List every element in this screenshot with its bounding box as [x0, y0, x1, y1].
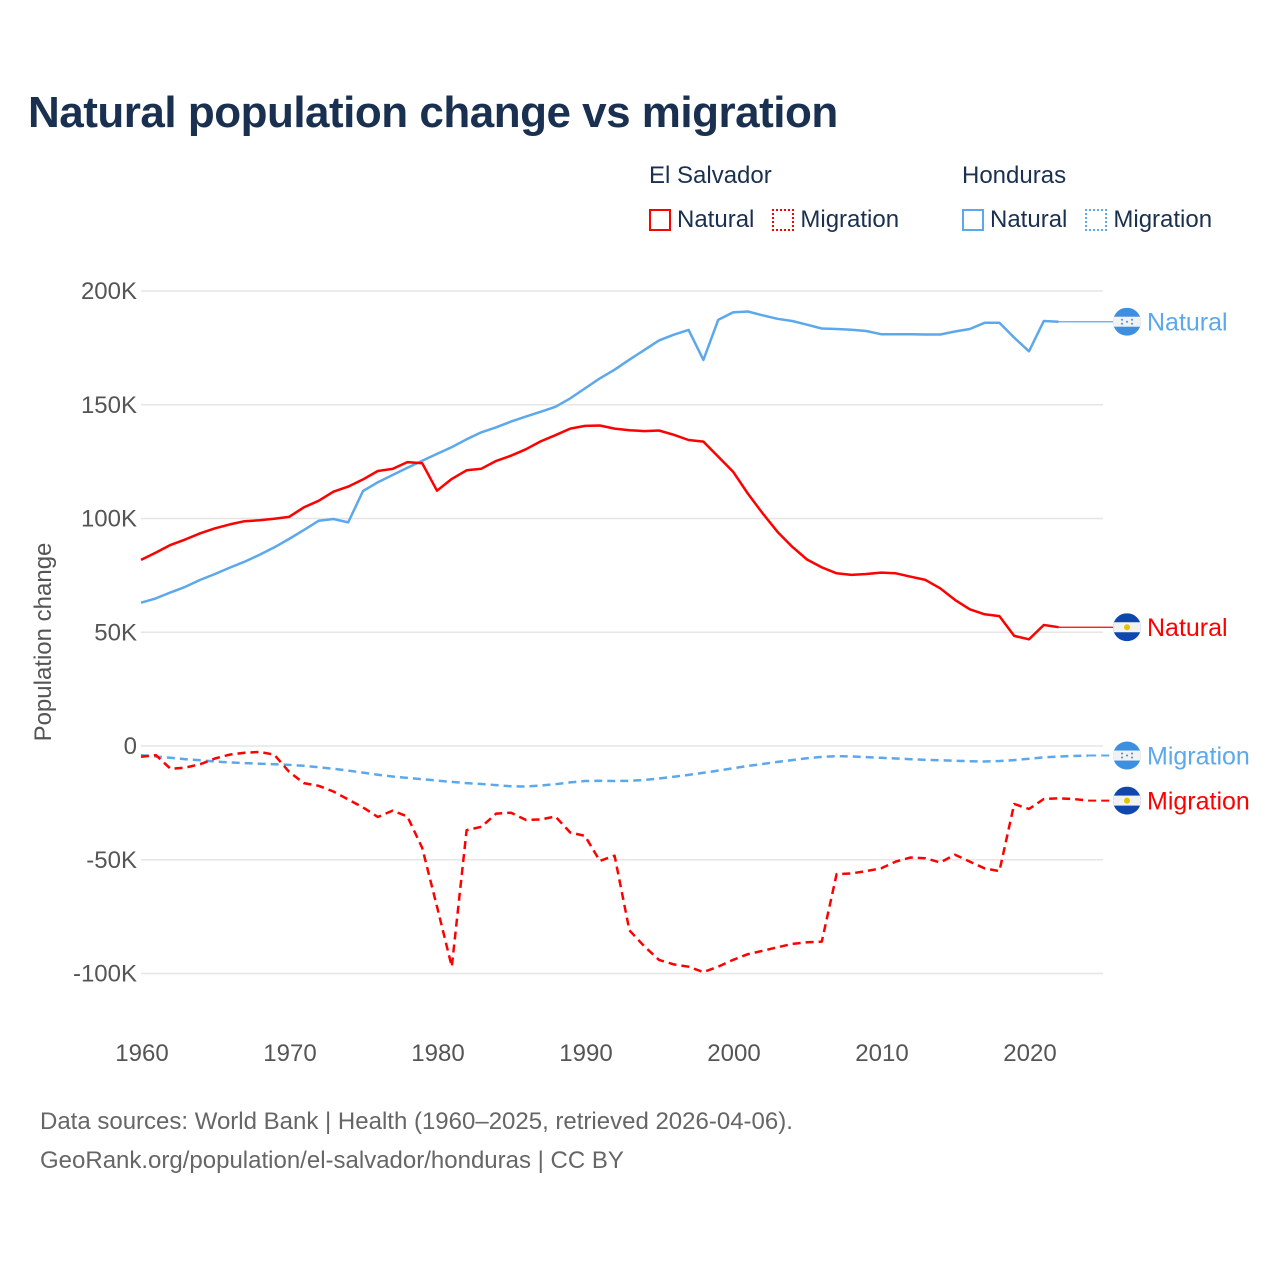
legend-el-salvador: El Salvador Natural Migration — [649, 162, 899, 234]
x-tick-label: 2000 — [707, 1040, 760, 1067]
y-tick-label: 50K — [94, 619, 137, 646]
x-tick-label: 1980 — [411, 1040, 464, 1067]
end-label-text: Migration — [1147, 743, 1250, 771]
series-line-honduras-migration — [140, 753, 1089, 788]
legend-swatch-dotted — [1085, 209, 1108, 231]
y-axis-ticks: 200K 150K 100K 50K 0 -50K -100K — [73, 278, 137, 988]
y-tick-label: 150K — [81, 392, 137, 419]
chart-title: Natural population change vs migration — [28, 88, 838, 137]
y-tick-label: 100K — [81, 506, 137, 533]
series-line-honduras-natural — [140, 310, 1059, 604]
end-label-el-salvador-natural: Natural — [1113, 613, 1228, 642]
end-label-el-salvador-migration: Migration — [1113, 786, 1250, 816]
x-tick-label: 2010 — [855, 1040, 908, 1067]
legend-group-label: El Salvador — [649, 162, 772, 189]
series-line-el-salvador-migration — [140, 750, 1089, 974]
honduras-flag-icon — [1113, 741, 1141, 770]
y-axis-title: Population change — [30, 543, 57, 742]
el-salvador-flag-icon — [1113, 613, 1141, 642]
footer-link[interactable]: GeoRank.org/population/el-salvador/hondu… — [40, 1147, 624, 1174]
end-label-text: Natural — [1147, 309, 1228, 337]
legend-swatch-solid — [649, 209, 671, 231]
legend-swatch-dotted — [772, 209, 795, 231]
end-label-text: Migration — [1147, 788, 1250, 816]
legend-item-honduras-natural[interactable]: Natural — [962, 206, 1067, 234]
legend-item-label: Natural — [677, 206, 755, 233]
y-tick-label: 200K — [81, 278, 137, 305]
y-tick-label: -100K — [73, 961, 137, 988]
end-label-text: Natural — [1147, 614, 1228, 642]
legend-item-el-salvador-migration[interactable]: Migration — [772, 206, 899, 234]
x-axis-ticks: 1960 1970 1980 1990 2000 2010 2020 — [115, 1040, 1056, 1067]
legend-honduras: Honduras Natural Migration — [962, 162, 1212, 234]
x-tick-label: 1990 — [559, 1040, 612, 1067]
legend-item-label: Migration — [800, 206, 900, 233]
honduras-flag-icon — [1113, 307, 1141, 336]
x-tick-label: 1970 — [263, 1040, 316, 1067]
series-lines — [140, 310, 1113, 974]
y-tick-label: -50K — [86, 847, 137, 874]
legend-item-label: Migration — [1113, 206, 1213, 233]
legend-item-el-salvador-natural[interactable]: Natural — [649, 206, 754, 234]
series-line-el-salvador-natural — [140, 424, 1059, 641]
x-tick-label: 1960 — [115, 1040, 168, 1067]
legend-swatch-solid — [962, 209, 984, 231]
series-end-labels: Natural Natural Migration Migration — [1113, 307, 1250, 816]
end-label-honduras-natural: Natural — [1113, 307, 1228, 337]
end-label-honduras-migration: Migration — [1113, 741, 1250, 771]
x-tick-label: 2020 — [1003, 1040, 1056, 1067]
legend-item-honduras-migration[interactable]: Migration — [1085, 206, 1212, 234]
legend-item-label: Natural — [990, 206, 1068, 233]
gridlines — [141, 290, 1103, 975]
legend-group-label: Honduras — [962, 162, 1067, 189]
y-tick-label: 0 — [124, 733, 137, 760]
el-salvador-flag-icon — [1113, 786, 1141, 815]
footer-sources: Data sources: World Bank | Health (1960–… — [40, 1108, 793, 1135]
